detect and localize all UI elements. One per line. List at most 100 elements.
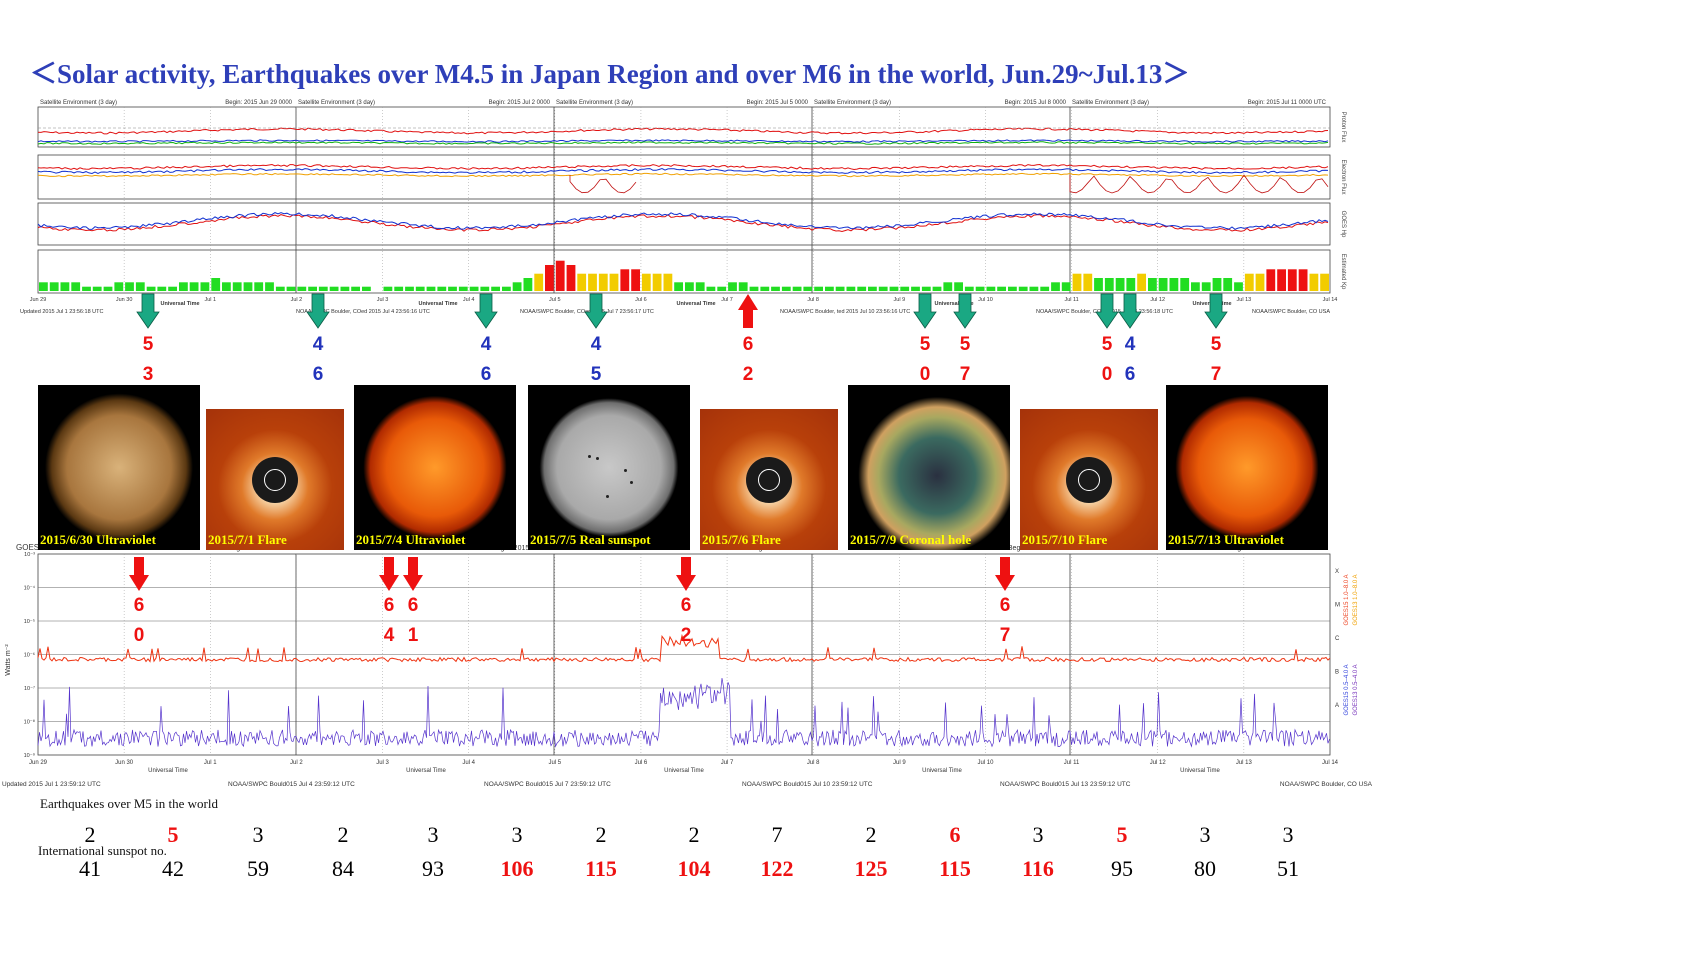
kp-arrow-group: 53 xyxy=(136,293,160,385)
xray-arrow-group: 60 xyxy=(129,557,149,645)
kp-bar xyxy=(383,286,393,291)
xray-ytick-label: 10⁻⁹ xyxy=(24,752,35,759)
kp-bar xyxy=(405,286,414,291)
kp-bar xyxy=(1191,282,1200,291)
kp-bar xyxy=(717,286,727,291)
kp-bar xyxy=(502,286,511,291)
kp-bar xyxy=(49,282,59,291)
earthquake-count: 2 xyxy=(595,822,607,847)
magnitude-digit-top: 4 xyxy=(481,334,492,355)
magnitude-digit-top: 5 xyxy=(1102,334,1113,355)
xray-ytick-label: 10⁻⁸ xyxy=(24,719,35,726)
magnitude-digit-bottom: 6 xyxy=(313,364,324,385)
kp-bar xyxy=(771,286,780,291)
kp-bar xyxy=(760,286,770,291)
date-tick-label: Jul 1 xyxy=(204,297,216,303)
kp-bar xyxy=(889,286,899,291)
panel-header-left: Satellite Environment (3 day) xyxy=(298,100,375,106)
red-arrow-icon xyxy=(129,557,149,591)
green-arrow-icon xyxy=(306,293,330,329)
sunspot-number: 93 xyxy=(422,856,444,881)
panel-header-right: Begin: 2015 Jul 2 0000 xyxy=(489,100,551,106)
date-tick-label: Jul 14 xyxy=(1323,297,1338,303)
xray-arrow-group: 64 xyxy=(379,557,399,645)
date-tick-label: Jul 1 xyxy=(204,760,217,766)
sun-outline-ring xyxy=(758,468,780,491)
sunspot-dot xyxy=(588,455,591,458)
kp-bar xyxy=(609,273,619,291)
kp-bar xyxy=(986,286,996,291)
kp-bar xyxy=(878,286,888,291)
date-tick-label: Jul 2 xyxy=(291,297,303,303)
earthquake-row-label: Earthquakes over M5 in the world xyxy=(40,796,218,811)
date-tick-label: Jun 30 xyxy=(115,760,134,766)
sunspot-number: 115 xyxy=(939,856,971,881)
panel-right-label: GOES Hp xyxy=(1340,211,1346,238)
kp-bar xyxy=(146,286,156,291)
kp-bar xyxy=(82,286,91,291)
kp-bar xyxy=(1094,278,1103,291)
kp-bar xyxy=(71,282,81,291)
date-tick-label: Jul 11 xyxy=(1064,297,1078,303)
kp-bar xyxy=(1234,282,1243,291)
solar-image-tile: 2015/7/6 Flare xyxy=(700,409,838,550)
kp-bar xyxy=(329,286,339,291)
magnitude-digit-top: 6 xyxy=(384,595,395,616)
kp-bar xyxy=(857,286,867,291)
kp-bar xyxy=(480,286,490,291)
red-arrow-icon xyxy=(995,557,1015,591)
universal-time-label: Universal Time xyxy=(418,301,457,307)
kp-bar xyxy=(211,278,221,291)
kp-bar xyxy=(426,286,436,291)
xray-short-trace xyxy=(37,677,1330,748)
panel-header-left: Satellite Environment (3 day) xyxy=(40,100,117,106)
panel-header-right: Begin: 2015 Jun 29 0000 xyxy=(225,100,292,106)
kp-bar xyxy=(60,282,70,291)
magnitude-digit-top: 5 xyxy=(960,334,971,355)
xray-footer-text: NOAA/SWPC Bould015 Jul 4 23:59:12 UTC xyxy=(228,781,355,788)
panel-footer-text: Updated 2015 Jul 1 23:56:18 UTC xyxy=(20,309,104,315)
kp-bar xyxy=(351,286,360,291)
kp-bar xyxy=(1320,273,1329,291)
xray-class-letter: X xyxy=(1335,569,1339,575)
kp-bar xyxy=(286,286,296,291)
kp-bar xyxy=(1061,282,1071,291)
date-tick-label: Jul 5 xyxy=(549,297,561,303)
date-tick-label: Jul 12 xyxy=(1150,760,1167,766)
magnitude-digit-top: 5 xyxy=(1211,334,1222,355)
green-arrow-icon xyxy=(1095,293,1119,329)
kp-bar xyxy=(168,286,177,291)
xray-series-label: GOES15 0.5–4.0 A xyxy=(1344,664,1350,715)
date-tick-label: Jul 6 xyxy=(635,760,648,766)
kp-bar xyxy=(1255,273,1265,291)
kp-bar xyxy=(1029,286,1039,291)
magnitude-digit-bottom: 7 xyxy=(1000,625,1011,645)
xray-class-letter: M xyxy=(1335,602,1340,608)
sunspot-number: 95 xyxy=(1111,856,1133,881)
kp-bar xyxy=(1180,278,1190,291)
magnitude-digit-bottom: 6 xyxy=(1125,364,1136,385)
sunspot-number: 59 xyxy=(247,856,269,881)
kp-bar xyxy=(620,269,630,291)
xray-series-label: GOES13 1.0–8.0 A xyxy=(1353,574,1359,625)
xray-arrow-group: 67 xyxy=(995,557,1015,645)
magnitude-digit-bottom: 7 xyxy=(960,364,971,385)
green-arrow-icon xyxy=(913,293,937,329)
panel-footer-text: NOAA/SWPC Boulder, COed 2015 Jul 4 23:56… xyxy=(296,309,430,315)
kp-bar xyxy=(674,282,683,291)
magnitude-digit-bottom: 4 xyxy=(384,625,395,645)
xray-ytick-label: 10⁻⁵ xyxy=(24,618,35,625)
kp-arrow-group: 45 xyxy=(584,293,608,385)
universal-time-label: Universal Time xyxy=(664,768,704,774)
kp-bar xyxy=(641,273,651,291)
earthquake-count: 6 xyxy=(949,822,961,847)
kp-bar xyxy=(189,282,199,291)
date-tick-label: Jul 5 xyxy=(548,760,561,766)
solar-image-tile: 2015/7/10 Flare xyxy=(1020,409,1158,550)
kp-bar xyxy=(1169,278,1179,291)
magnitude-digit-bottom: 2 xyxy=(743,364,754,385)
kp-bar xyxy=(297,286,307,291)
kp-bar xyxy=(803,286,813,291)
